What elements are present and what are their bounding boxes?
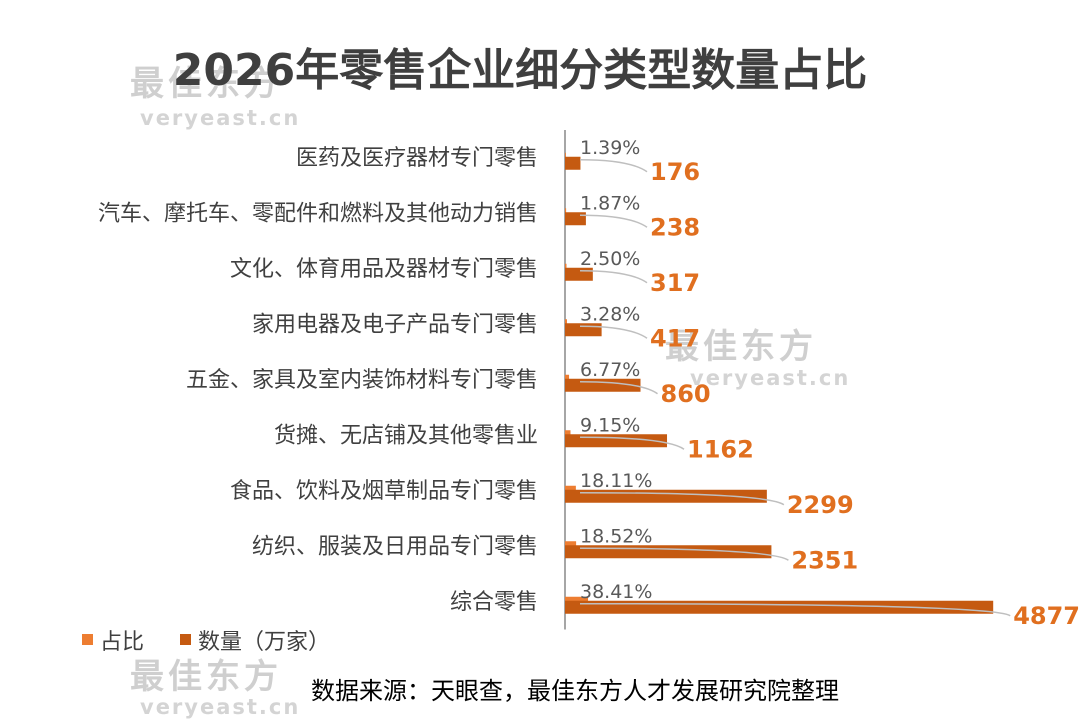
bar-share — [565, 485, 576, 491]
bar-share — [565, 430, 571, 436]
share-data-labels: 1.39% 1.87% 2.50% 3.28% 6.77% 9.15% 18.11% 18.5… — [580, 137, 652, 603]
bar-share — [565, 319, 567, 325]
count-data-label: 860 — [661, 380, 711, 408]
category-label: 文化、体育用品及器材专门零售 — [230, 257, 538, 282]
source-note: 数据来源：天眼查，最佳东方人才发展研究院整理 — [311, 677, 839, 705]
leader-line — [579, 381, 658, 395]
bars — [565, 152, 994, 614]
leader-line — [579, 603, 1011, 617]
bar-count — [565, 156, 581, 170]
watermark-site-0: veryeast.cn — [140, 106, 300, 130]
share-data-label: 6.77% — [580, 359, 640, 381]
count-data-label: 317 — [650, 269, 700, 297]
watermark-brand-2: 最佳东方 — [130, 657, 282, 697]
count-data-label: 417 — [650, 324, 700, 352]
bar-share — [565, 263, 567, 269]
bar-share — [565, 374, 570, 380]
bar-share — [565, 596, 589, 602]
share-data-label: 9.15% — [580, 414, 640, 436]
legend-label-count: 数量（万家） — [198, 630, 330, 655]
leader-line — [579, 436, 685, 450]
legend-swatch-count — [180, 634, 191, 645]
share-data-label: 2.50% — [580, 248, 640, 270]
leader-lines — [579, 159, 1011, 617]
category-label: 家用电器及电子产品专门零售 — [252, 312, 538, 337]
legend-swatch-share — [82, 634, 93, 645]
share-data-label: 38.41% — [580, 581, 652, 603]
leader-line — [579, 547, 789, 561]
watermark-brand-0: 最佳东方 — [130, 64, 282, 104]
category-label: 货摊、无店铺及其他零售业 — [274, 423, 538, 448]
share-data-label: 1.87% — [580, 192, 640, 214]
share-data-label: 1.39% — [580, 137, 640, 159]
count-data-label: 1162 — [687, 435, 754, 463]
category-label: 医药及医疗器材专门零售 — [296, 146, 538, 171]
category-label: 纺织、服装及日用品专门零售 — [252, 534, 538, 559]
count-data-label: 4877 — [1013, 602, 1080, 630]
watermark-group: 最佳东方veryeast.cn最佳东方veryeast.cn最佳东方veryea… — [130, 64, 850, 719]
bar-share — [565, 208, 567, 214]
count-data-label: 176 — [650, 158, 700, 186]
category-labels: 医药及医疗器材专门零售汽车、摩托车、零配件和燃料及其他动力销售文化、体育用品及器… — [98, 146, 538, 615]
category-label: 汽车、摩托车、零配件和燃料及其他动力销售 — [98, 201, 538, 226]
watermark-site-2: veryeast.cn — [140, 695, 300, 719]
watermark-site-1: veryeast.cn — [690, 366, 850, 390]
count-data-label: 2299 — [787, 491, 854, 519]
count-data-labels: 176 238 317 417 860 1162 2299 2351 4877 — [650, 158, 1080, 630]
watermark-brand-1: 最佳东方 — [665, 327, 817, 367]
legend: 占比 数量（万家） — [82, 630, 330, 655]
category-label: 五金、家具及室内装饰材料专门零售 — [186, 368, 538, 393]
leader-line — [579, 325, 648, 339]
leader-line — [579, 492, 785, 506]
category-label: 食品、饮料及烟草制品专门零售 — [230, 479, 538, 504]
category-label: 综合零售 — [450, 590, 538, 615]
share-data-label: 18.52% — [580, 525, 652, 547]
bar-share — [565, 541, 577, 547]
legend-label-share: 占比 — [100, 630, 144, 655]
count-data-label: 2351 — [791, 546, 858, 574]
leader-line — [579, 270, 648, 284]
chart-title: 2026年零售企业细分类型数量占比 — [173, 45, 867, 96]
count-data-label: 238 — [650, 213, 700, 241]
share-data-label: 3.28% — [580, 303, 640, 325]
bar-share — [565, 152, 566, 158]
leader-line — [579, 214, 648, 228]
share-data-label: 18.11% — [580, 470, 652, 492]
leader-line — [579, 159, 648, 173]
